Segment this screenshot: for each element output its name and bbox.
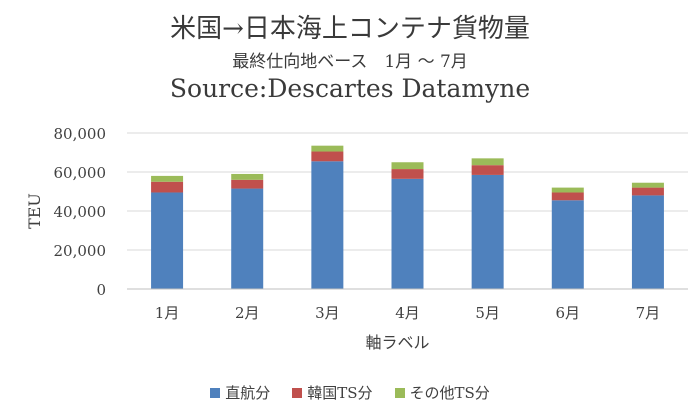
bar-segment-other-ts (231, 173, 264, 180)
bar-segment-other-ts (471, 158, 504, 166)
chart-source: Source:Descartes Datamyne (169, 74, 531, 103)
y-tick-label: 60,000 (54, 164, 107, 182)
legend-label-korea-ts: 韓国TS分 (307, 384, 373, 402)
legend-item-korea-ts: 韓国TS分 (292, 382, 373, 403)
bar-segment-direct (551, 200, 584, 289)
y-tick-label: 80,000 (54, 125, 107, 143)
bar-segment-other-ts (551, 187, 584, 193)
y-tick-label: 0 (96, 281, 106, 299)
bar-segment-korea-ts (231, 179, 264, 189)
y-axis-title: TEU (25, 193, 44, 229)
legend-label-direct: 直航分 (225, 384, 271, 402)
bar-segment-korea-ts (471, 165, 504, 175)
legend-swatch-other-ts (394, 387, 405, 398)
y-tick-label: 40,000 (54, 203, 107, 221)
bar-segment-direct (151, 192, 184, 289)
legend-swatch-korea-ts (292, 387, 303, 398)
bar-segment-direct (311, 161, 344, 289)
x-tick-label: 7月 (636, 304, 661, 322)
bar-segment-direct (631, 195, 664, 289)
legend-item-direct: 直航分 (210, 382, 270, 403)
bar-segment-direct (391, 178, 424, 289)
legend-label-other-ts: その他TS分 (409, 384, 490, 402)
x-tick-label: 4月 (395, 304, 420, 322)
bar-segment-other-ts (631, 182, 664, 188)
stacked-bar-chart: 0 20,000 40,000 60,000 80,000 1月 2月 3月 4月 5月 6月 7月軸… (25, 125, 688, 352)
x-tick-label: 5月 (475, 304, 500, 322)
bar-segment-korea-ts (551, 192, 584, 201)
y-tick-label: 20,000 (54, 242, 107, 260)
chart-subtitle: 最終仕向地ベース 1月 ～ 7月 (232, 52, 468, 72)
bar-segment-korea-ts (391, 169, 424, 179)
bar-segment-other-ts (151, 175, 184, 182)
bar-segment-korea-ts (631, 187, 664, 196)
x-tick-label: 3月 (315, 304, 340, 322)
bar-segment-other-ts (391, 162, 424, 170)
legend-item-other-ts: その他TS分 (394, 382, 490, 403)
bar-segment-direct (231, 188, 264, 289)
bar-segment-korea-ts (151, 181, 184, 193)
x-tick-label: 2月 (235, 304, 260, 322)
x-tick-label: 1月 (155, 304, 180, 322)
bar-segment-other-ts (311, 145, 344, 152)
legend: 直航分 韓国TS分 その他TS分 (0, 382, 700, 403)
x-axis-title: 軸ラベル (365, 333, 429, 352)
x-tick-label: 6月 (556, 304, 581, 322)
bar-segment-direct (471, 174, 504, 289)
bar-segment-korea-ts (311, 151, 344, 162)
legend-swatch-direct (210, 387, 221, 398)
chart-title: 米国→日本海上コンテナ貨物量 (170, 14, 530, 44)
